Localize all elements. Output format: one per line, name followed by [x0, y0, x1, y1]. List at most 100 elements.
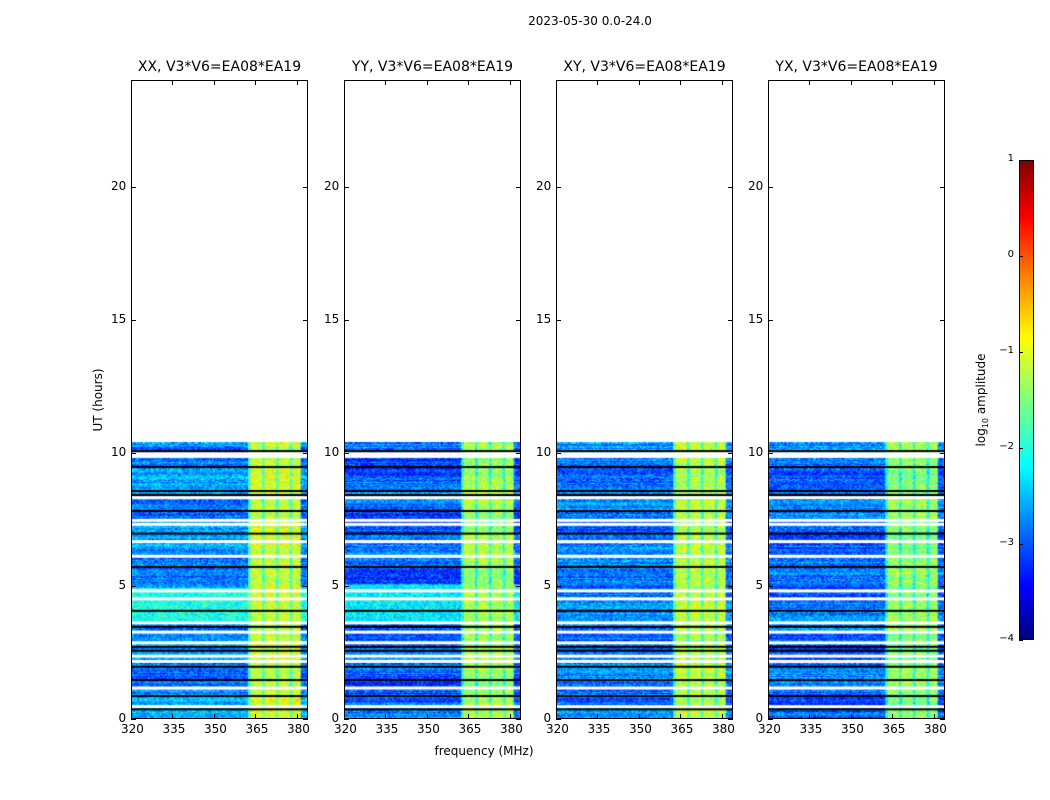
y-tick-label: 0 — [543, 711, 552, 725]
x-tick — [468, 80, 470, 85]
y-tick-label: 10 — [324, 444, 340, 459]
x-tick-label: 320 — [758, 722, 781, 736]
y-tick — [344, 319, 349, 321]
y-tick — [344, 186, 349, 188]
x-tick — [172, 714, 174, 719]
y-tick-label: 5 — [118, 577, 127, 592]
x-tick-label: 320 — [121, 722, 144, 736]
y-tick — [940, 719, 945, 720]
y-tick-label: 15 — [111, 311, 127, 326]
x-tick — [255, 80, 257, 85]
y-tick — [556, 452, 561, 454]
x-tick — [892, 714, 894, 719]
heatmap-panel — [556, 80, 733, 719]
x-tick-label: 320 — [546, 722, 569, 736]
x-tick — [721, 714, 723, 719]
y-tick-label: 5 — [755, 577, 764, 592]
y-tick — [516, 186, 521, 188]
colorbar-tick-label: −2 — [999, 441, 1014, 452]
x-tick — [680, 80, 682, 85]
x-tick — [509, 80, 511, 85]
y-tick-label: 20 — [536, 178, 552, 193]
x-tick-label: 365 — [670, 722, 694, 736]
heatmap-image — [132, 81, 307, 718]
y-tick — [728, 186, 733, 188]
figure-title: 2023-05-30 0.0-24.0 — [528, 14, 652, 28]
y-tick — [556, 585, 561, 587]
x-tick — [768, 80, 769, 85]
y-tick — [728, 719, 733, 720]
x-tick-label: 335 — [375, 722, 399, 736]
x-tick — [213, 714, 215, 719]
y-tick — [131, 186, 136, 188]
x-tick-label: 320 — [334, 722, 357, 736]
y-tick-label: 5 — [543, 577, 552, 592]
y-tick-label: 20 — [324, 178, 340, 193]
colorbar-tick — [1019, 544, 1023, 545]
x-tick-label: 335 — [799, 722, 823, 736]
x-tick — [426, 80, 428, 85]
heatmap-image — [769, 81, 944, 718]
x-tick — [933, 80, 935, 85]
x-tick-label: 380 — [286, 722, 310, 736]
x-tick-label: 350 — [416, 722, 440, 736]
y-tick — [516, 585, 521, 587]
y-tick-label: 10 — [536, 444, 552, 459]
x-tick — [296, 714, 298, 719]
x-tick — [556, 80, 557, 85]
x-tick — [892, 80, 894, 85]
x-tick — [344, 80, 345, 85]
x-tick — [597, 80, 599, 85]
y-tick — [556, 186, 561, 188]
y-tick — [516, 452, 521, 454]
y-tick-label: 10 — [748, 444, 764, 459]
x-tick — [809, 714, 811, 719]
x-tick — [385, 714, 387, 719]
panel-title: XX, V3*V6=EA08*EA19 — [137, 59, 302, 75]
y-tick-label: 15 — [748, 311, 764, 326]
y-tick-label: 5 — [331, 577, 340, 592]
y-tick — [728, 319, 733, 321]
y-tick — [131, 585, 136, 587]
y-tick — [344, 585, 349, 587]
x-tick — [638, 80, 640, 85]
y-tick — [303, 585, 308, 587]
y-tick-label: 0 — [331, 711, 340, 725]
colorbar-tick-label: 0 — [1007, 249, 1014, 260]
colorbar-tick-label: −4 — [999, 633, 1014, 644]
y-tick-label: 0 — [118, 711, 127, 725]
x-tick — [556, 714, 557, 719]
colorbar-tick — [1019, 160, 1023, 161]
heatmap-image — [557, 81, 732, 718]
y-tick — [344, 452, 349, 454]
x-tick-label: 335 — [587, 722, 611, 736]
y-tick-label: 0 — [755, 711, 764, 725]
x-tick — [385, 80, 387, 85]
y-tick — [131, 319, 136, 321]
x-tick — [172, 80, 174, 85]
y-tick — [768, 452, 773, 454]
colorbar-tick-label: −3 — [999, 537, 1014, 548]
colorbar-tick-label: 1 — [1007, 153, 1014, 164]
x-tick — [768, 714, 769, 719]
x-tick — [680, 714, 682, 719]
y-tick — [303, 319, 308, 321]
y-tick — [940, 319, 945, 321]
colorbar-tick — [1019, 448, 1023, 449]
x-tick — [809, 80, 811, 85]
y-tick — [516, 719, 521, 720]
colorbar-tick — [1019, 640, 1023, 641]
y-tick-label: 15 — [324, 311, 340, 326]
y-tick-label: 20 — [748, 178, 764, 193]
x-tick — [509, 714, 511, 719]
x-tick — [296, 80, 298, 85]
colorbar — [1019, 160, 1034, 640]
x-tick-label: 380 — [923, 722, 947, 736]
heatmap-panel — [344, 80, 521, 719]
x-tick — [426, 714, 428, 719]
colorbar-tick — [1019, 352, 1023, 353]
x-tick — [721, 80, 723, 85]
panel-title: YX, V3*V6=EA08*EA19 — [775, 59, 938, 75]
heatmap-panel — [768, 80, 945, 719]
x-axis-label: frequency (MHz) — [434, 744, 534, 758]
